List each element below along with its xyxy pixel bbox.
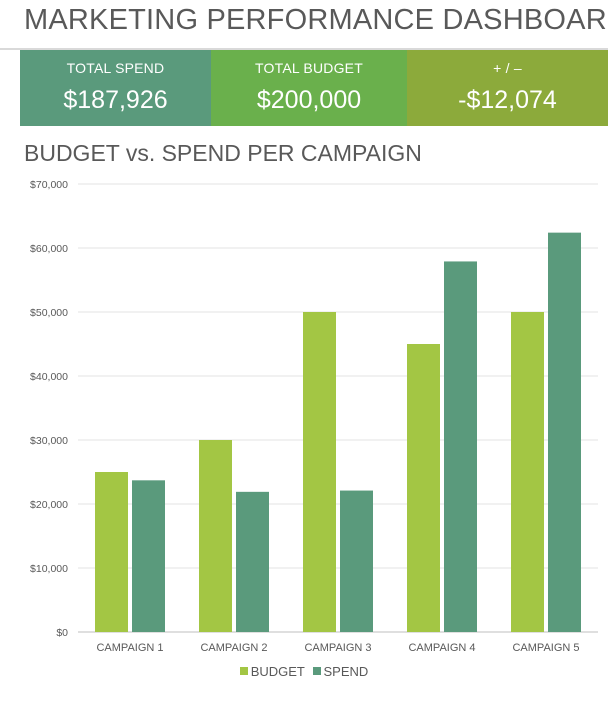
kpi-variance: + / – -$12,074 — [407, 50, 608, 126]
bar-spend-3 — [340, 490, 373, 632]
bar-budget-3 — [303, 312, 336, 632]
legend-item-budget: BUDGET — [239, 664, 305, 679]
page-title: MARKETING PERFORMANCE DASHBOARD — [24, 4, 608, 36]
kpi-total-budget-label: TOTAL BUDGET — [255, 60, 363, 76]
y-tick-label: $30,000 — [30, 435, 68, 447]
y-tick-label: $50,000 — [30, 307, 68, 319]
bar-budget-5 — [511, 312, 544, 632]
y-tick-label: $10,000 — [30, 563, 68, 575]
bar-budget-1 — [95, 472, 128, 632]
y-tick-label: $40,000 — [30, 371, 68, 383]
chart-bars — [95, 232, 581, 632]
kpi-total-spend-label: TOTAL SPEND — [66, 60, 165, 76]
legend-item-spend: SPEND — [312, 664, 369, 679]
y-tick-label: $20,000 — [30, 499, 68, 511]
kpi-variance-value: -$12,074 — [458, 86, 557, 114]
x-tick-label: CAMPAIGN 3 — [304, 642, 371, 654]
bar-budget-2 — [199, 440, 232, 632]
x-tick-label: CAMPAIGN 5 — [512, 642, 579, 654]
legend-label-spend: SPEND — [323, 664, 369, 679]
kpi-total-budget-value: $200,000 — [256, 86, 362, 114]
legend-swatch-budget — [239, 667, 248, 675]
bar-spend-1 — [132, 480, 165, 632]
y-tick-label: $70,000 — [30, 179, 68, 191]
x-tick-label: CAMPAIGN 4 — [408, 642, 475, 654]
chart-legend: BUDGET SPEND — [0, 664, 608, 679]
bar-spend-4 — [444, 261, 477, 632]
kpi-total-spend: TOTAL SPEND $187,926 — [20, 50, 211, 126]
x-axis-labels: CAMPAIGN 1 CAMPAIGN 2 CAMPAIGN 3 CAMPAIGN 4… — [96, 642, 579, 654]
legend-swatch-spend — [312, 667, 321, 675]
x-tick-label: CAMPAIGN 1 — [96, 642, 163, 654]
bar-budget-4 — [407, 344, 440, 632]
chart-title: BUDGET vs. SPEND PER CAMPAIGN — [24, 140, 422, 166]
title-divider — [0, 48, 608, 50]
bar-spend-5 — [548, 232, 581, 632]
bar-spend-2 — [236, 491, 269, 632]
y-tick-label: $0 — [56, 627, 68, 639]
x-tick-label: CAMPAIGN 2 — [200, 642, 267, 654]
kpi-total-spend-value: $187,926 — [63, 86, 168, 114]
y-tick-label: $60,000 — [30, 243, 68, 255]
legend-label-budget: BUDGET — [250, 664, 305, 679]
kpi-variance-label: + / – — [493, 60, 522, 76]
y-axis-labels: $0 $10,000 $20,000 $30,000 $40,000 $50,000 $60… — [30, 179, 68, 639]
kpi-total-budget: TOTAL BUDGET $200,000 — [211, 50, 407, 126]
